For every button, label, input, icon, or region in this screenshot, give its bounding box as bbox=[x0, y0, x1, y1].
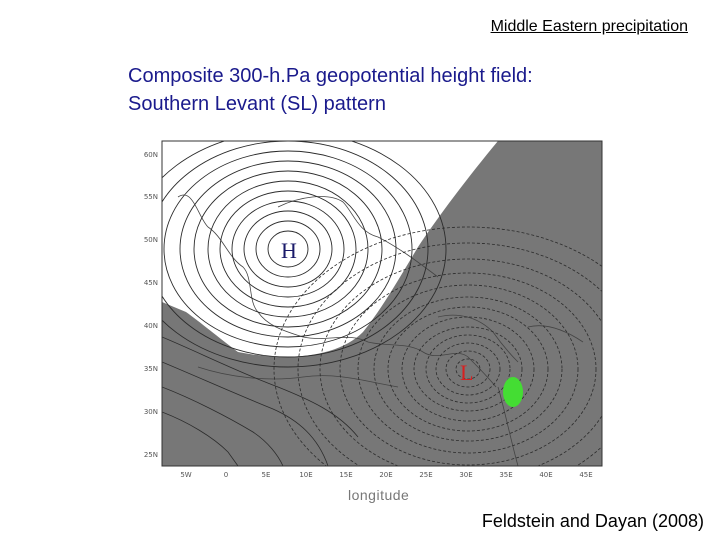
latitude-labels: 60N 55N 50N 45N 40N 35N 30N 25N bbox=[144, 151, 158, 459]
lat-label: 50N bbox=[144, 236, 158, 244]
lon-label: 25E bbox=[419, 471, 432, 479]
citation: Feldstein and Dayan (2008) bbox=[481, 511, 704, 531]
lat-label: 60N bbox=[144, 151, 158, 159]
slide-title-line-1: Composite 300-h.Pa geopotential height f… bbox=[128, 65, 533, 87]
x-axis-label: longitude bbox=[348, 487, 410, 503]
slide-title-line-2: Southern Levant (SL) pattern bbox=[128, 93, 386, 115]
longitude-labels: 5W 0 5E 10E 15E 20E 25E 30E 35E 40E 45E bbox=[180, 471, 592, 479]
lon-label: 40E bbox=[539, 471, 552, 479]
lat-label: 35N bbox=[144, 365, 158, 373]
high-contours bbox=[162, 141, 447, 368]
lat-label: 45N bbox=[144, 279, 158, 287]
lat-label: 55N bbox=[144, 193, 158, 201]
header-title: Middle Eastern precipitation bbox=[490, 18, 688, 35]
lon-label: 20E bbox=[379, 471, 392, 479]
lon-label: 5E bbox=[262, 471, 271, 479]
low-contours bbox=[273, 226, 602, 466]
map-frame bbox=[161, 140, 603, 467]
lon-label: 30E bbox=[459, 471, 472, 479]
lon-label: 5W bbox=[180, 471, 191, 479]
lon-label: 0 bbox=[224, 471, 228, 479]
southwest-contours bbox=[162, 336, 359, 466]
lat-label: 25N bbox=[144, 451, 158, 459]
lon-label: 35E bbox=[499, 471, 512, 479]
lon-label: 15E bbox=[339, 471, 352, 479]
high-pressure-label: H bbox=[281, 238, 297, 263]
lat-label: 30N bbox=[144, 408, 158, 416]
geopotential-height-map: 60N 55N 50N 45N 40N 35N 30N 25N 5W 0 5E … bbox=[138, 137, 608, 482]
southern-levant-marker bbox=[503, 377, 523, 407]
lat-label: 40N bbox=[144, 322, 158, 330]
low-pressure-label: L bbox=[460, 360, 473, 385]
slide-title: Composite 300-h.Pa geopotential height f… bbox=[128, 62, 533, 118]
ridge-region bbox=[162, 141, 498, 357]
lon-label: 45E bbox=[579, 471, 592, 479]
lon-label: 10E bbox=[299, 471, 312, 479]
